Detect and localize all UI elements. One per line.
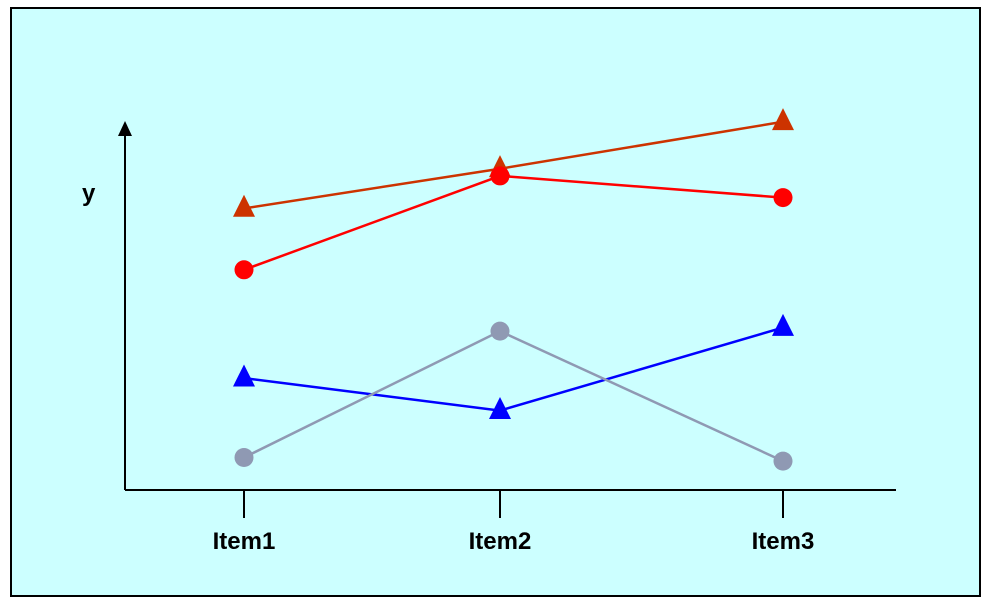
series-line <box>243 120 784 210</box>
circle-marker <box>234 448 254 468</box>
circle-marker <box>773 188 793 208</box>
series-line <box>243 174 784 271</box>
series-1 <box>233 108 794 217</box>
y-axis-label: y <box>82 180 96 207</box>
triangle-marker <box>772 313 794 336</box>
series-3 <box>233 313 794 419</box>
triangle-marker <box>489 396 511 419</box>
line-chart: y Item1 Item2 Item3 <box>82 108 896 555</box>
chart-frame: y Item1 Item2 Item3 <box>10 7 981 597</box>
triangle-marker <box>233 364 255 387</box>
circle-marker <box>490 166 510 186</box>
x-axis-ticks: Item1 Item2 Item3 <box>213 490 815 555</box>
x-tick-label: Item3 <box>752 528 815 555</box>
series-2 <box>234 166 793 280</box>
triangle-marker <box>233 194 255 217</box>
series-4 <box>234 321 793 471</box>
chart-axes: y <box>82 121 896 491</box>
y-axis-arrowhead <box>118 121 132 136</box>
triangle-marker <box>772 108 794 131</box>
series-line <box>243 326 784 412</box>
series-layer <box>233 108 794 471</box>
circle-marker <box>490 321 510 341</box>
circle-marker <box>773 451 793 471</box>
x-tick-label: Item1 <box>213 528 276 555</box>
x-tick-label: Item2 <box>469 528 532 555</box>
circle-marker <box>234 260 254 280</box>
